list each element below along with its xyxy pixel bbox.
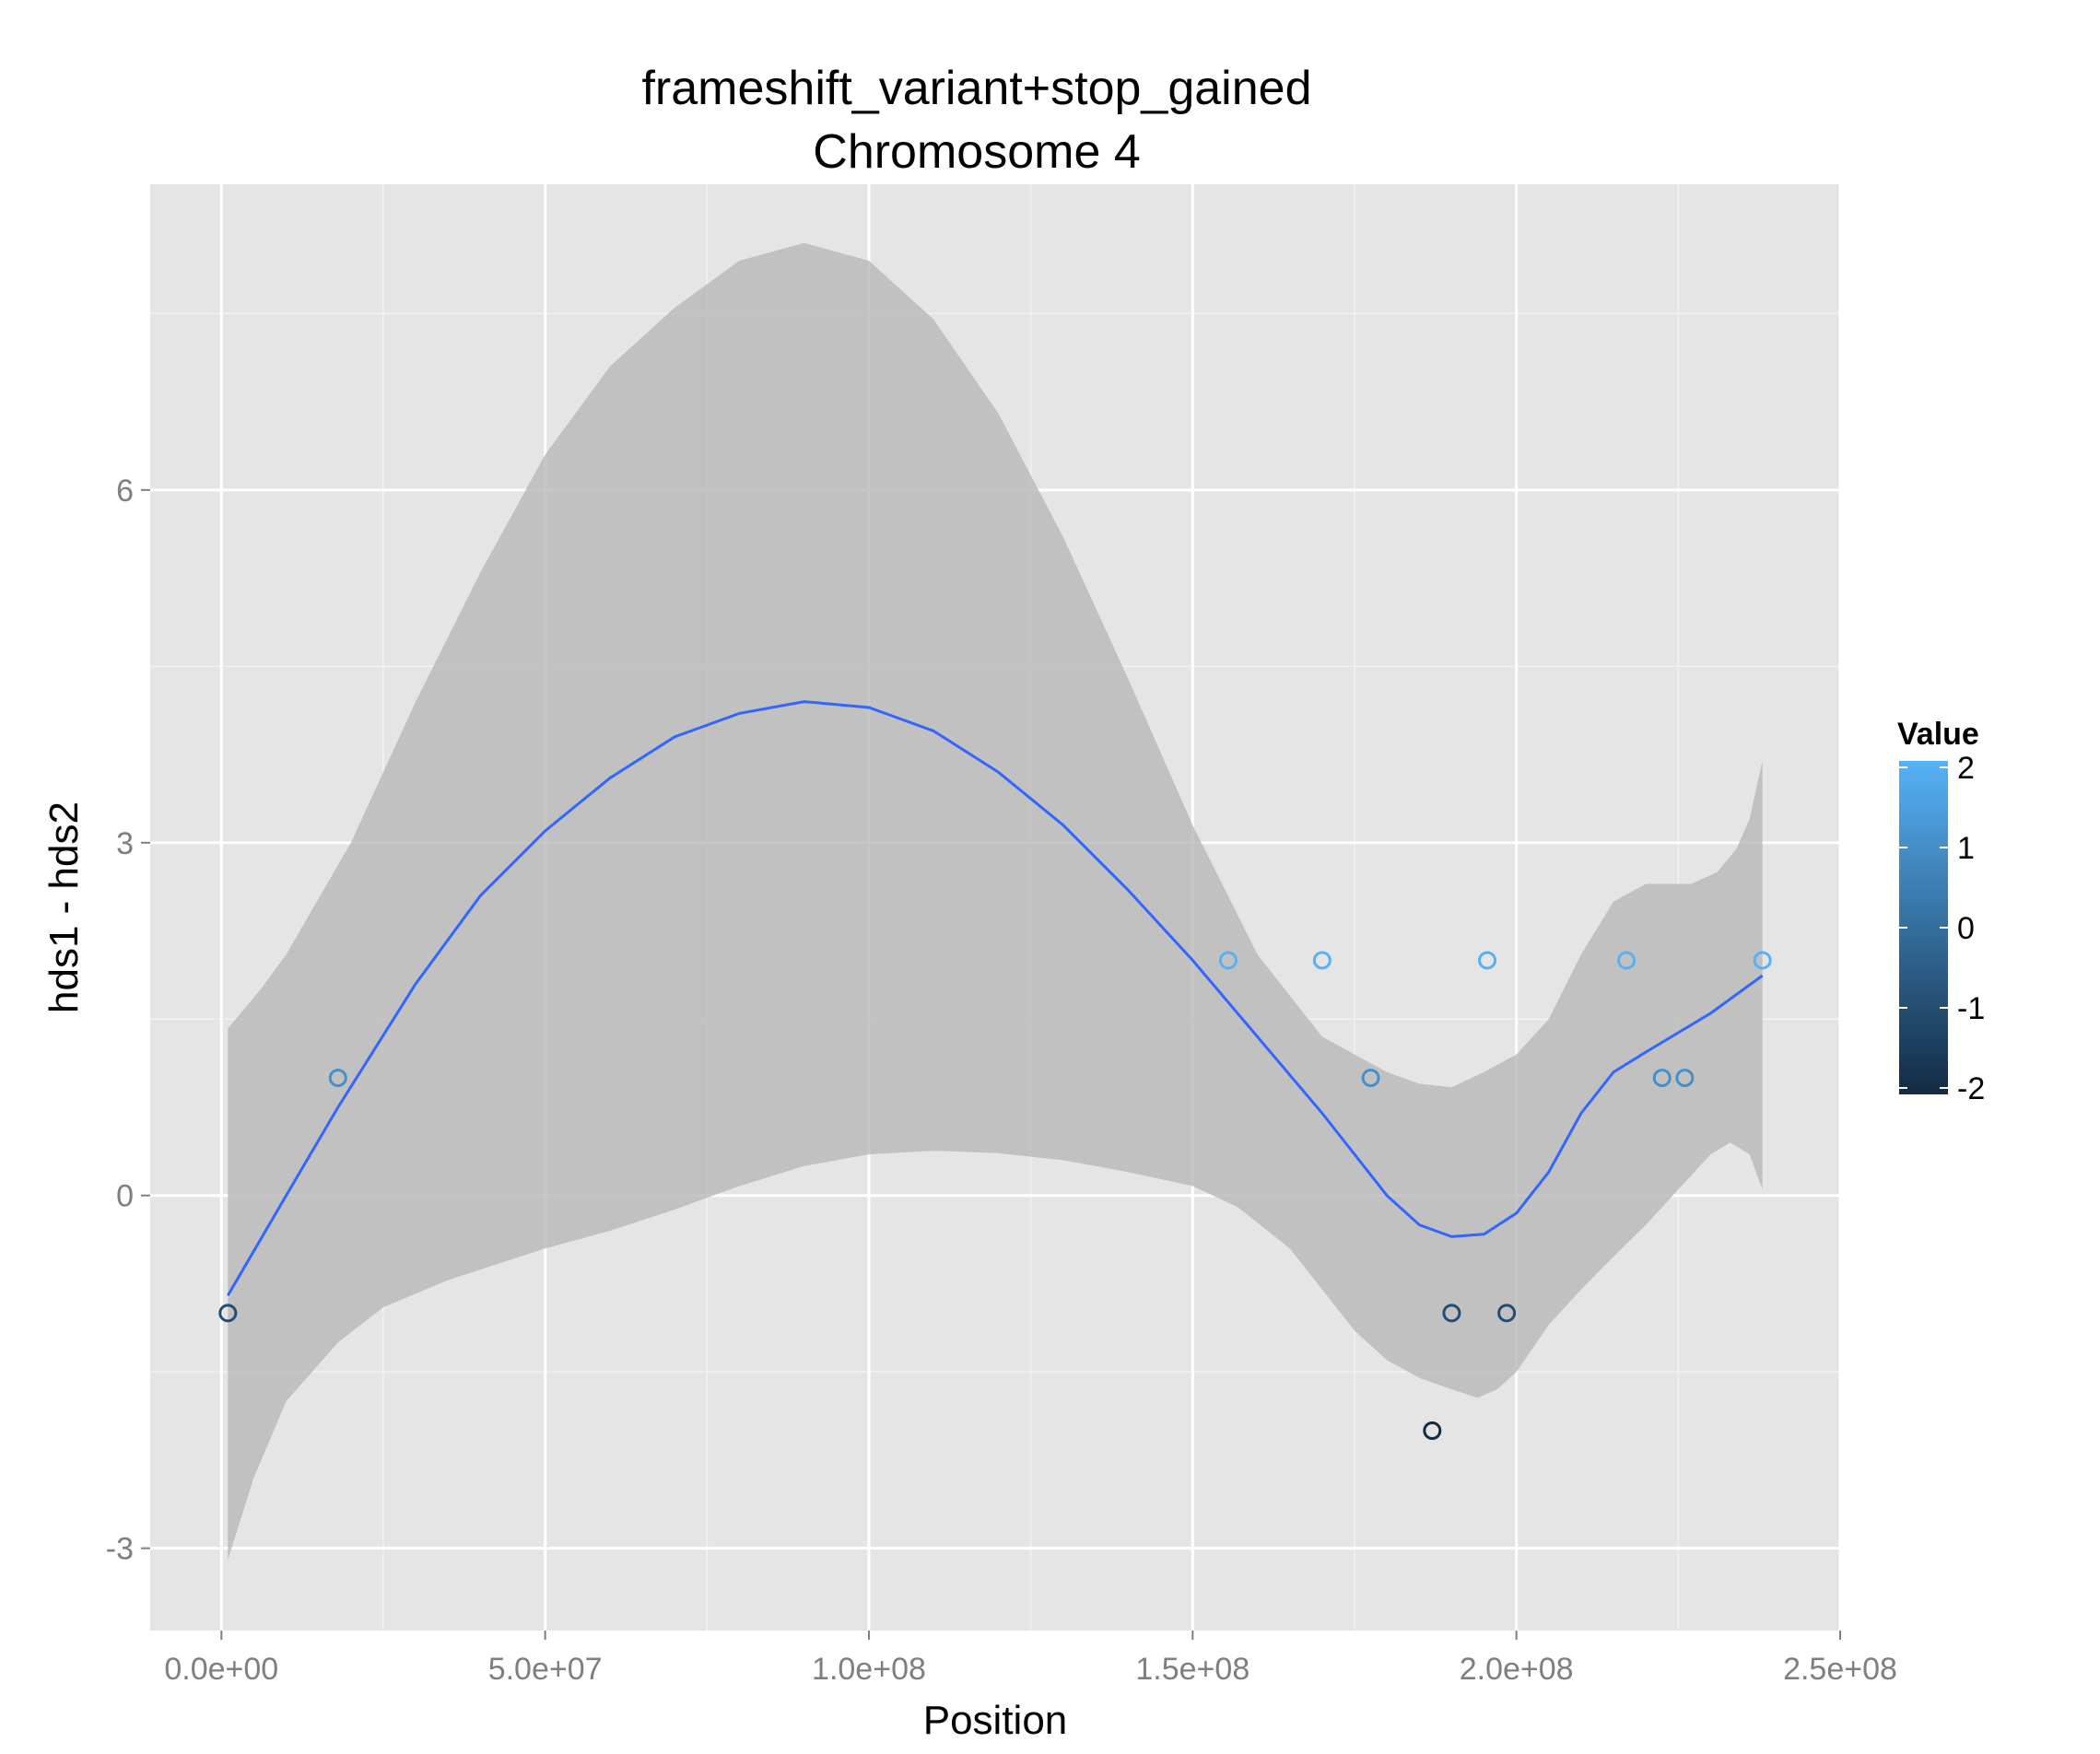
legend-ticks: 2 1 0 -1 -2 <box>1899 751 1985 1106</box>
x-axis-title: Position <box>923 1698 1068 1743</box>
x-tick-label: 1.0e+08 <box>812 1652 926 1687</box>
y-tick-label: -3 <box>106 1532 134 1567</box>
y-tick-label: 0 <box>116 1179 134 1214</box>
data-point <box>1617 951 1637 970</box>
legend-title: Value <box>1897 717 1979 752</box>
x-axis: 0.0e+00 5.0e+07 1.0e+08 1.5e+08 2.0e+08 2.5e+… <box>164 1631 1897 1687</box>
legend-tick-label: -1 <box>1957 991 1985 1026</box>
data-point <box>1442 1304 1461 1323</box>
data-point <box>218 1304 238 1323</box>
legend-tick-label: 0 <box>1957 911 1975 946</box>
data-point <box>1361 1069 1380 1088</box>
x-tick-label: 5.0e+07 <box>488 1652 603 1687</box>
data-point <box>328 1069 347 1088</box>
confidence-band <box>228 242 1763 1561</box>
y-tick-label: 6 <box>116 474 134 509</box>
y-axis-title: hds1 - hds2 <box>41 801 87 1013</box>
data-point <box>1652 1069 1672 1088</box>
data-point <box>1312 951 1332 970</box>
data-point <box>1675 1069 1695 1088</box>
data-point <box>1218 951 1238 970</box>
data-point <box>1478 951 1497 970</box>
x-tick-label: 2.5e+08 <box>1783 1652 1897 1687</box>
legend-tick-label: 2 <box>1957 751 1975 786</box>
chart-subtitle: Chromosome 4 <box>813 125 1140 179</box>
x-tick-label: 1.5e+08 <box>1135 1652 1249 1687</box>
data-points <box>218 951 1772 1441</box>
chart-title: frameshift_variant+stop_gained <box>641 62 1311 115</box>
x-tick-label: 0.0e+00 <box>164 1652 278 1687</box>
data-point <box>1497 1304 1517 1323</box>
smooth-line <box>227 700 1764 1296</box>
legend-tick-label: 1 <box>1957 831 1975 866</box>
data-point <box>1423 1421 1442 1441</box>
legend-tick-label: -2 <box>1957 1071 1985 1106</box>
y-tick-label: 3 <box>116 826 134 861</box>
y-axis: -3 0 3 6 <box>106 474 150 1567</box>
x-tick-label: 2.0e+08 <box>1460 1652 1574 1687</box>
data-point <box>1753 951 1772 970</box>
legend: Value 2 1 0 -1 -2 <box>1897 717 1985 1106</box>
